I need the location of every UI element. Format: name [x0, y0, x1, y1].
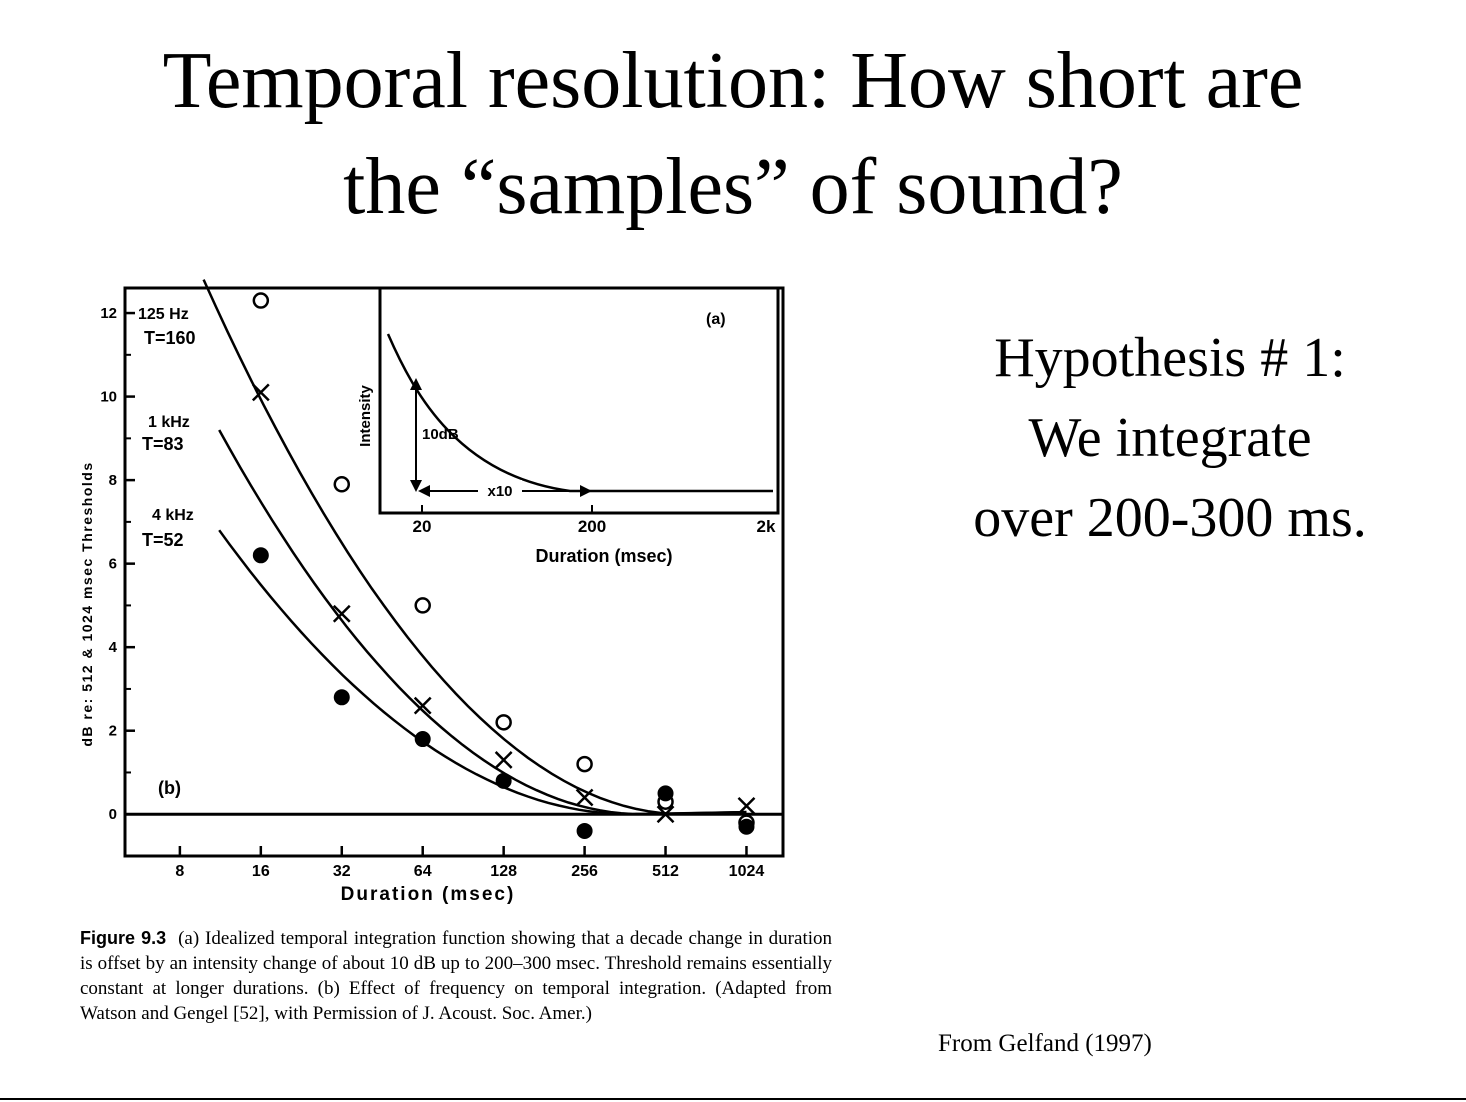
data-point-open-circle: [252, 292, 270, 309]
series-name-4khz: 4 kHz: [152, 507, 194, 524]
x-tick-label: 1024: [729, 863, 765, 880]
slide-title: Temporal resolution: How short are the “…: [0, 28, 1466, 240]
panel-a-annotation-10db: 10dB: [422, 426, 459, 443]
source-credit: From Gelfand (1997): [938, 1030, 1152, 1057]
panel-b-curves: [202, 279, 747, 816]
series-name-125hz: 125 Hz: [138, 306, 189, 323]
x10-label-backdrop: [478, 480, 522, 500]
x-tick-label: 16: [252, 863, 270, 880]
data-point-open-circle: [414, 597, 431, 614]
panel-a-xlabel: Duration (msec): [535, 546, 672, 566]
data-point-cross: [251, 383, 270, 402]
data-point-open-circle: [495, 714, 512, 731]
hypothesis-line-3: over 200-300 ms.: [973, 487, 1367, 549]
y-tick-label: 4: [109, 639, 118, 656]
hypothesis-line-1: Hypothesis # 1:: [994, 327, 1346, 389]
panel-a-duration-arrowhead-right: [580, 485, 592, 497]
data-point-filled-circle: [576, 822, 593, 839]
y-tick-label: 12: [100, 305, 117, 322]
figure-caption-text: (a) Idealized temporal integration funct…: [80, 928, 832, 1024]
x-tick-label: 512: [652, 863, 679, 880]
data-point-filled-circle: [252, 547, 269, 564]
data-point-cross: [737, 796, 756, 815]
panel-b-labels: (b) Duration (msec) dB re: 512 & 1024 ms…: [79, 306, 516, 905]
panel-a-level-arrowhead-bottom: [410, 480, 422, 492]
panel-a-tick-200: 200: [578, 517, 606, 536]
series-curve-label-4khz: T=52: [142, 530, 184, 550]
panel-b-xlabel: Duration (msec): [341, 884, 516, 905]
data-point-cross: [494, 751, 513, 769]
data-point-filled-circle: [738, 818, 755, 835]
y-tick-label: 8: [109, 472, 117, 489]
y-tick-label: 0: [109, 806, 117, 823]
data-point-filled-circle: [414, 731, 431, 748]
panel-a-label: (a): [706, 311, 726, 328]
series-name-1khz: 1 kHz: [148, 414, 190, 431]
panel-a-tick-20: 20: [413, 517, 432, 536]
data-point-cross: [332, 604, 351, 623]
x-tick-label: 256: [571, 863, 598, 880]
data-point-filled-circle: [657, 785, 674, 802]
hypothesis-line-2: We integrate: [1028, 407, 1312, 469]
fit-curve: [218, 429, 747, 816]
data-point-cross: [656, 805, 675, 824]
panel-a-frame: [378, 286, 780, 515]
panel-a-ylabel: Intensity: [357, 385, 374, 447]
fit-curve: [202, 279, 747, 816]
hypothesis-text: Hypothesis # 1: We integrate over 200-30…: [920, 318, 1420, 558]
data-point-cross: [413, 696, 432, 715]
figure-caption: Figure 9.3 (a) Idealized temporal integra…: [80, 926, 832, 1026]
x-tick-label: 128: [490, 863, 517, 880]
data-point-filled-circle: [495, 772, 512, 789]
data-point-open-circle: [576, 755, 593, 773]
panel-b-label: (b): [158, 778, 181, 798]
panel-a-duration-arrowhead-left: [418, 485, 430, 497]
panel-a-curve: [386, 333, 773, 493]
panel-b-ylabel: dB re: 512 & 1024 msec Thresholds: [79, 461, 95, 746]
panel-a-inset: x10 10dB (a) Intensity 20 200 2k Duratio…: [357, 286, 780, 566]
x-tick-label: 64: [414, 863, 432, 880]
series-curve-label-1khz: T=83: [142, 434, 184, 454]
panel-a-tick-2k: 2k: [757, 517, 776, 536]
panel-a-annotation-x10: x10: [487, 483, 512, 500]
y-tick-label: 10: [100, 389, 117, 406]
series-curve-label-125hz: T=160: [144, 328, 196, 348]
figure-caption-label: Figure 9.3: [80, 928, 167, 948]
bottom-divider: [0, 1098, 1466, 1100]
x-tick-label: 32: [333, 863, 351, 880]
panel-b-markers: [251, 292, 756, 839]
panel-a-level-arrowhead-top: [410, 378, 422, 390]
y-tick-label: 2: [109, 723, 117, 740]
data-point-cross: [575, 788, 594, 807]
x-tick-label: 8: [175, 863, 184, 880]
fit-curve: [218, 529, 747, 816]
title-line-2: the “samples” of sound?: [343, 143, 1123, 231]
y-tick-label: 6: [109, 556, 117, 573]
data-point-open-circle: [333, 476, 351, 493]
data-point-filled-circle: [333, 689, 350, 706]
title-line-1: Temporal resolution: How short are: [162, 37, 1304, 125]
